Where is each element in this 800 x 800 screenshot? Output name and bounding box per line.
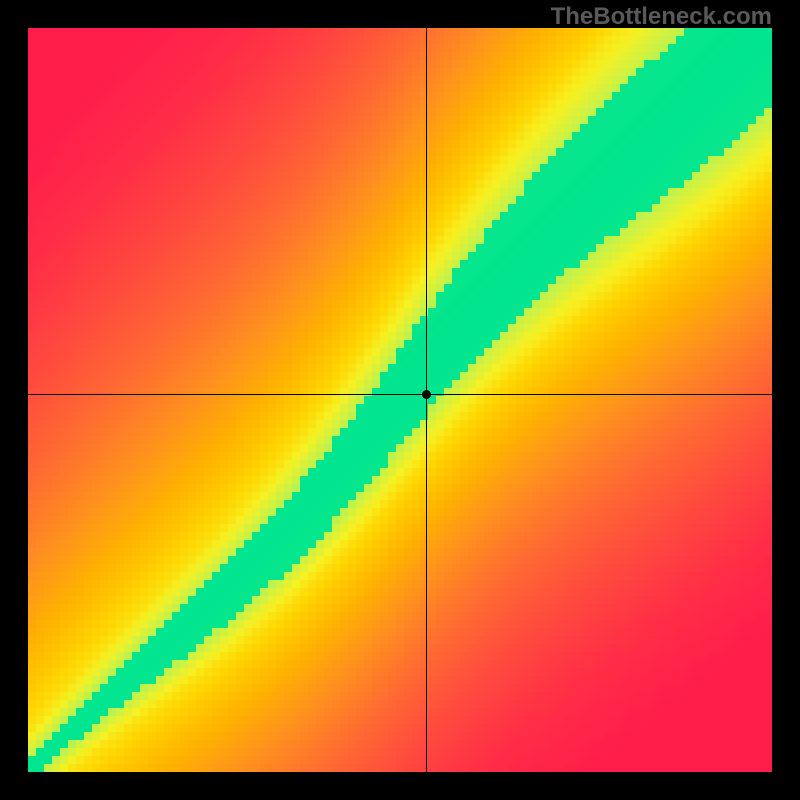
- crosshair-vertical: [426, 28, 427, 772]
- bottleneck-heatmap: [28, 28, 772, 772]
- crosshair-marker: [422, 390, 431, 399]
- chart-container: TheBottleneck.com: [0, 0, 800, 800]
- crosshair-horizontal: [28, 394, 772, 395]
- watermark-text: TheBottleneck.com: [551, 3, 772, 31]
